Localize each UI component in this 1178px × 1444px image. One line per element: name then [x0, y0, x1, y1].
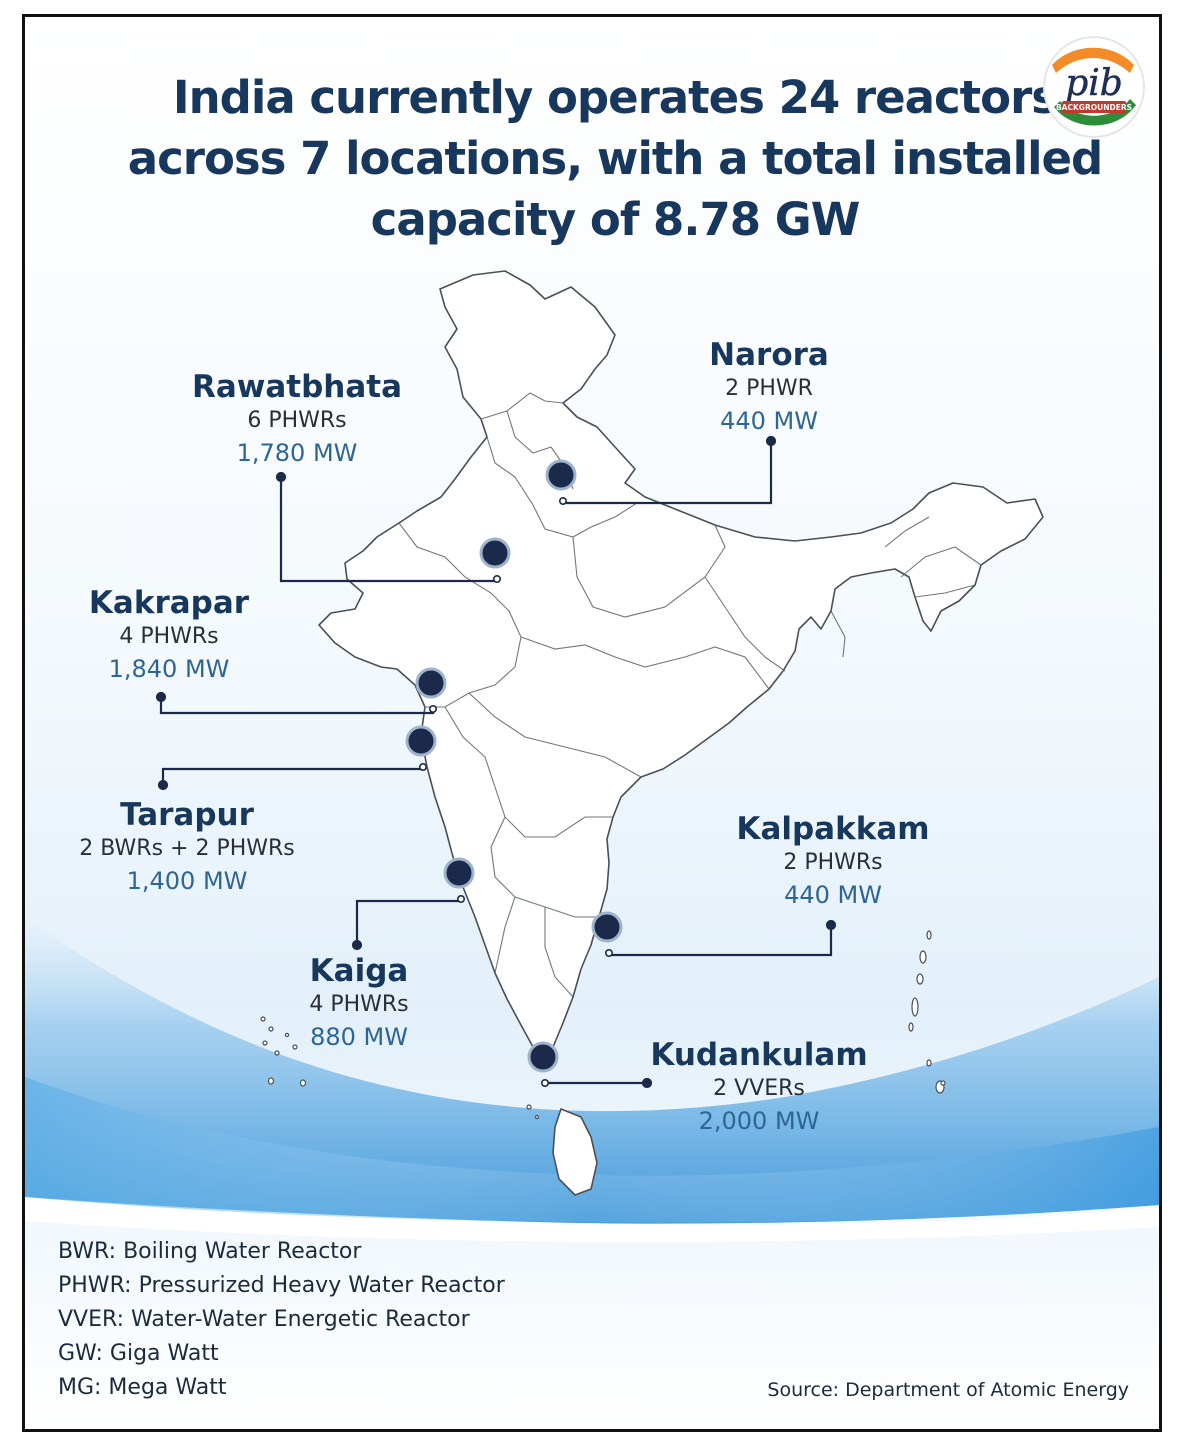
- reactor-marker-kudankulam: [527, 1041, 559, 1073]
- site-kudankulam: Kudankulam 2 VVERs 2,000 MW: [609, 1037, 909, 1137]
- india-map: [155, 270, 1044, 1196]
- site-reactors: 4 PHWRs: [119, 624, 219, 649]
- site-location-dot-rawatbhata: [492, 574, 501, 583]
- reactor-marker-kakrapar: [415, 667, 447, 699]
- leader-end-dot-kaiga: [351, 939, 363, 951]
- leader-line-kalpakkam: [607, 925, 833, 957]
- site-name: Kaiga: [309, 953, 409, 989]
- site-name: Narora: [709, 337, 829, 373]
- headline-line-2: across 7 locations, with a total install…: [127, 132, 1104, 185]
- logo-subtext: BACKGROUNDERS: [1056, 103, 1132, 112]
- site-reactors: 2 PHWR: [725, 376, 813, 401]
- leader-end-dot-tarapur: [157, 779, 169, 791]
- site-reactors: 2 PHWRs: [783, 850, 883, 875]
- site-capacity: 440 MW: [784, 881, 882, 909]
- reactor-marker-tarapur: [405, 725, 437, 757]
- site-kakrapar: Kakrapar 4 PHWRs 1,840 MW: [25, 585, 319, 685]
- site-name: Kakrapar: [88, 585, 250, 621]
- headline: India currently operates 24 reactors acr…: [85, 67, 1145, 250]
- site-location-dot-kaiga: [456, 894, 465, 903]
- infographic: India currently operates 24 reactors acr…: [22, 14, 1162, 1432]
- source-credit: Source: Department of Atomic Energy: [767, 1379, 1129, 1401]
- site-name: Kudankulam: [650, 1037, 868, 1073]
- leader-end-dot-narora: [765, 435, 777, 447]
- site-name: Rawatbhata: [191, 369, 403, 405]
- site-location-dot-kakrapar: [428, 704, 437, 713]
- reactor-markers: [405, 459, 623, 1088]
- site-capacity: 880 MW: [310, 1023, 408, 1051]
- state-borders: [398, 392, 982, 998]
- site-narora: Narora 2 PHWR 440 MW: [619, 337, 919, 437]
- legend-item: VVER: Water-Water Energetic Reactor: [58, 1307, 470, 1332]
- logo-text: pib: [1065, 63, 1123, 104]
- site-name: Tarapur: [120, 797, 254, 833]
- leader-end-dot-kakrapar: [155, 691, 167, 703]
- reactor-marker-narora: [545, 459, 577, 491]
- legend-item: MG: Mega Watt: [58, 1375, 227, 1400]
- legend-item: BWR: Boiling Water Reactor: [58, 1239, 362, 1264]
- legend-item: PHWR: Pressurized Heavy Water Reactor: [58, 1273, 505, 1298]
- islands: [260, 930, 946, 1120]
- legend-item: GW: Giga Watt: [58, 1341, 219, 1366]
- headline-line-1: India currently operates 24 reactors: [172, 71, 1058, 124]
- site-kaiga: Kaiga 4 PHWRs 880 MW: [209, 953, 509, 1053]
- site-location-dot-narora: [558, 496, 567, 505]
- site-reactors: 6 PHWRs: [247, 408, 347, 433]
- site-location-dot-kudankulam: [540, 1079, 549, 1088]
- country-outline: [318, 270, 1044, 1196]
- site-kalpakkam: Kalpakkam 2 PHWRs 440 MW: [683, 811, 983, 911]
- leader-line-tarapur: [161, 767, 423, 785]
- abbreviation-legend: BWR: Boiling Water Reactor PHWR: Pressur…: [58, 1235, 505, 1405]
- leader-end-dot-kalpakkam: [825, 919, 837, 931]
- site-name: Kalpakkam: [736, 811, 930, 847]
- site-capacity: 2,000 MW: [698, 1107, 820, 1135]
- leader-line-kaiga: [355, 899, 463, 945]
- site-capacity: 440 MW: [720, 407, 818, 435]
- leader-end-dot-rawatbhata: [275, 471, 287, 483]
- site-reactors: 2 BWRs + 2 PHWRs: [79, 836, 295, 861]
- site-capacity: 1,840 MW: [108, 655, 230, 683]
- pib-logo: pib BACKGROUNDERS: [1043, 36, 1145, 138]
- site-capacity: 1,780 MW: [236, 439, 358, 467]
- leader-line-kakrapar: [159, 697, 435, 715]
- site-reactors: 2 VVERs: [713, 1076, 805, 1101]
- headline-line-3: capacity of 8.78 GW: [370, 193, 861, 246]
- site-rawatbhata: Rawatbhata 6 PHWRs 1,780 MW: [147, 369, 447, 469]
- reactor-marker-kalpakkam: [591, 911, 623, 943]
- site-capacity: 1,400 MW: [126, 867, 248, 895]
- leader-end-dot-kudankulam: [641, 1077, 653, 1089]
- site-location-dot-kalpakkam: [604, 948, 613, 957]
- reactor-marker-kaiga: [443, 857, 475, 889]
- reactor-marker-rawatbhata: [479, 537, 511, 569]
- background-wave: [25, 917, 1159, 1243]
- site-reactors: 4 PHWRs: [309, 992, 409, 1017]
- site-tarapur: Tarapur 2 BWRs + 2 PHWRs 1,400 MW: [37, 797, 337, 897]
- site-location-dot-tarapur: [418, 762, 427, 771]
